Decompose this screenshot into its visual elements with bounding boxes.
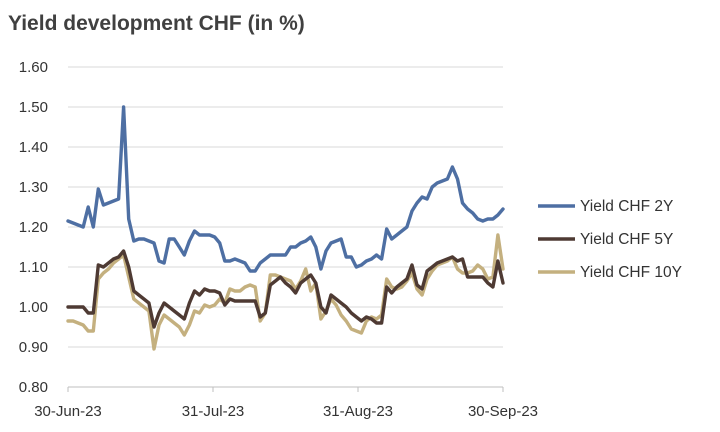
x-tick-label: 31-Jul-23 bbox=[182, 403, 245, 420]
series-line bbox=[66, 105, 505, 273]
x-tick-label: 31-Aug-23 bbox=[323, 403, 393, 420]
y-tick-label: 1.20 bbox=[19, 219, 48, 236]
x-tick-label: 30-Sep-23 bbox=[468, 403, 538, 420]
y-tick-label: 1.40 bbox=[19, 139, 48, 156]
y-tick-label: 1.30 bbox=[19, 179, 48, 196]
y-axis-ticks: 0.80 0.90 1.00 1.10 1.20 1.30 1.40 1.50 1.60 bbox=[19, 59, 48, 396]
series-line bbox=[66, 249, 505, 329]
legend-label: Yield CHF 5Y bbox=[580, 231, 673, 248]
series-line bbox=[66, 233, 505, 351]
legend: Yield CHF 2Y Yield CHF 5Y Yield CHF 10Y bbox=[538, 198, 682, 281]
y-tick-label: 0.90 bbox=[19, 339, 48, 356]
x-axis: 30-Jun-23 31-Jul-23 31-Aug-23 30-Sep-23 bbox=[34, 386, 538, 420]
y-tick-label: 1.60 bbox=[19, 59, 48, 76]
series-lines bbox=[66, 105, 505, 351]
chart-title: Yield development CHF (in %) bbox=[8, 12, 305, 35]
y-tick-label: 0.80 bbox=[19, 379, 48, 396]
y-tick-label: 1.50 bbox=[19, 99, 48, 116]
gridlines bbox=[68, 66, 503, 348]
legend-label: Yield CHF 2Y bbox=[580, 198, 673, 215]
legend-label: Yield CHF 10Y bbox=[580, 264, 682, 281]
y-tick-label: 1.10 bbox=[19, 259, 48, 276]
y-tick-label: 1.00 bbox=[19, 299, 48, 316]
x-tick-label: 30-Jun-23 bbox=[34, 403, 102, 420]
